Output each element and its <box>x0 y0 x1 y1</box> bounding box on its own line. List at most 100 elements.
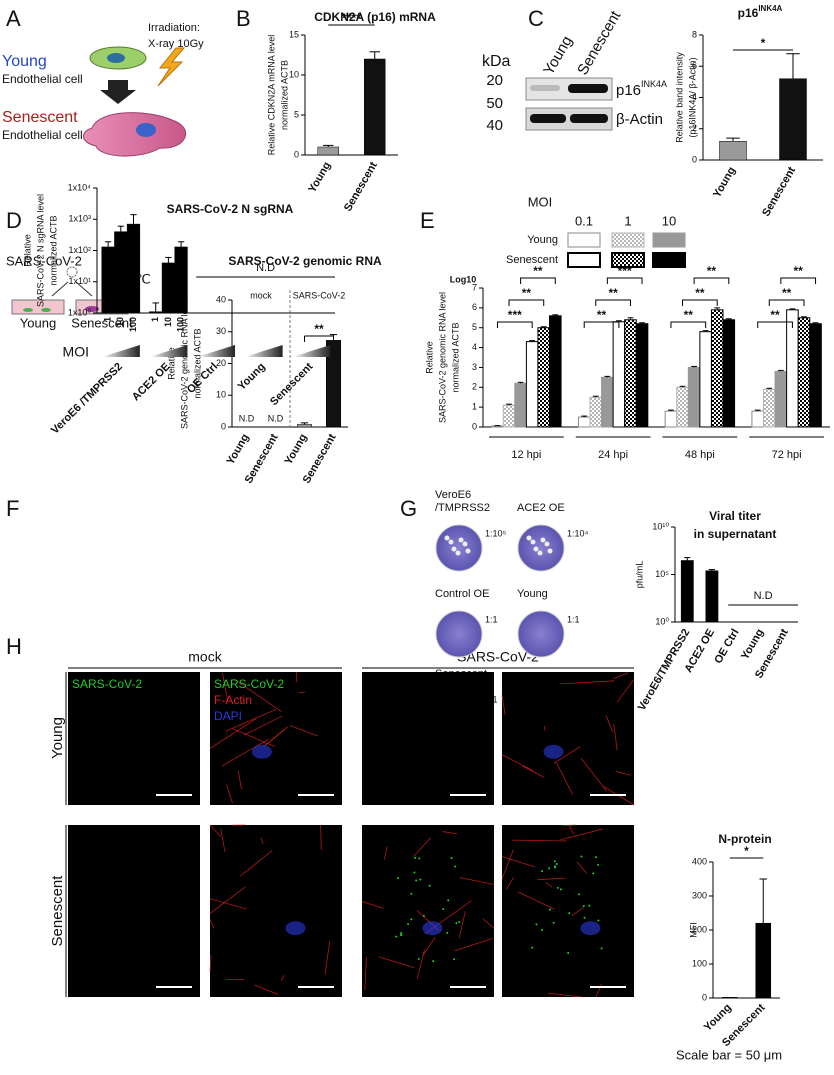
sig-bracket <box>595 299 631 306</box>
x-tick-label: 72 hpi <box>772 449 802 461</box>
sig-label: ** <box>597 308 607 322</box>
label: Endothelial cell <box>2 128 83 142</box>
x-tick-label: Young <box>236 361 268 393</box>
legend-column: 1 <box>624 213 631 228</box>
actin-fiber <box>459 877 495 885</box>
sig-label: ** <box>608 286 618 300</box>
bar <box>635 323 649 428</box>
chart-title: N-protein <box>718 832 771 846</box>
x-tick-label: Senescent <box>268 360 316 408</box>
y-tick-label: 200 <box>692 924 707 934</box>
virus-signal <box>594 856 597 859</box>
virus-signal <box>588 904 591 907</box>
sig-bracket <box>520 277 556 284</box>
actin-fiber <box>501 754 534 772</box>
virus-signal <box>422 914 425 917</box>
virus-signal <box>597 863 600 866</box>
band-sup: INK4A <box>641 79 667 89</box>
sig-label: ** <box>522 286 532 300</box>
virus-signal <box>447 899 450 902</box>
x-tick-label: 12 hpi <box>511 449 541 461</box>
bar <box>364 58 386 156</box>
virus-signal <box>535 923 538 926</box>
y-axis-label: Relative CDKN2A mRNA level <box>266 35 276 156</box>
bar <box>297 424 312 428</box>
actin-fiber <box>233 678 282 712</box>
y-tick-label: 0 <box>702 992 707 1002</box>
y-tick-label: 15 <box>289 29 299 39</box>
plate-label: Control OE <box>435 588 489 600</box>
bar <box>710 309 724 428</box>
arrow <box>51 281 93 297</box>
actin-fiber <box>209 886 246 914</box>
virus-signal <box>395 935 398 938</box>
virus-signal <box>450 857 453 860</box>
actin-fiber <box>254 984 279 996</box>
title-text: CDKN2A (p16) mRNA <box>314 10 436 24</box>
label: Young <box>2 53 47 70</box>
legend-swatch <box>567 252 601 268</box>
y-tick-label: 5 <box>472 322 477 332</box>
plaque <box>458 537 464 543</box>
series-label: 100 <box>128 317 138 332</box>
actin-fiber <box>361 901 384 909</box>
actin-fiber <box>240 850 273 877</box>
bar <box>676 386 689 428</box>
x-tick-label: Young <box>306 160 333 195</box>
bar <box>721 997 738 999</box>
nd-label: N.D <box>268 413 284 423</box>
y-axis-label: SARS-CoV-2 N sgRNA level <box>35 194 45 307</box>
bar <box>549 315 562 428</box>
micrograph <box>362 825 494 997</box>
bar <box>114 231 128 314</box>
western-blot: kDa Young Senescent 20 50 40 p16INK4A β-… <box>482 7 667 134</box>
legend-swatch <box>567 232 601 248</box>
nd-label: N.D <box>256 262 275 274</box>
sig-bracket <box>682 299 718 306</box>
y-axis-label: (p16INK4A/ β-Actin) <box>687 57 697 137</box>
label: Endothelial cell <box>2 72 83 86</box>
micrograph <box>68 672 200 805</box>
x-tick-label: 24 hpi <box>598 449 628 461</box>
series-label: 10 <box>115 317 125 327</box>
virus-signal <box>555 862 558 865</box>
moi-wedge <box>149 345 188 357</box>
y-axis-label: normalized ACTB <box>192 328 202 398</box>
sig-label: ** <box>782 286 792 300</box>
bar <box>126 223 141 314</box>
plate <box>435 524 483 572</box>
sig-label: ** <box>794 264 804 278</box>
virus-signal <box>410 892 413 895</box>
actin-fiber <box>289 725 319 737</box>
bar <box>577 416 591 428</box>
virus-signal <box>397 877 400 880</box>
y-axis-label: normalized ACTB <box>450 322 460 392</box>
actin-fiber <box>613 723 618 751</box>
y-tick-label: 40 <box>216 294 226 304</box>
nucleus <box>136 123 156 137</box>
actin-fiber <box>209 898 248 910</box>
virus-signal <box>600 947 603 950</box>
plate-label: ACE2 OE <box>517 502 565 514</box>
title-text: SARS-CoV-2 N sgRNA <box>167 202 294 216</box>
plaque <box>530 539 536 545</box>
actin-fiber <box>568 824 574 835</box>
y-tick-label: 1x10² <box>68 245 91 255</box>
bar <box>779 78 807 161</box>
plate <box>517 610 565 658</box>
actin-fiber <box>442 831 458 835</box>
plaque <box>455 550 461 556</box>
legend-row: Young <box>527 234 558 246</box>
virus-signal <box>418 857 421 860</box>
virus-signal <box>559 888 562 891</box>
moi-wedge <box>244 345 283 357</box>
actin-fiber <box>364 957 367 991</box>
actin-fiber <box>571 907 584 917</box>
panel-letter: D <box>6 208 22 233</box>
virus-signal <box>432 960 435 963</box>
y-tick-label: 3 <box>472 362 477 372</box>
actin-fiber <box>209 718 257 749</box>
virus-signal <box>567 951 570 954</box>
bar <box>514 382 527 428</box>
